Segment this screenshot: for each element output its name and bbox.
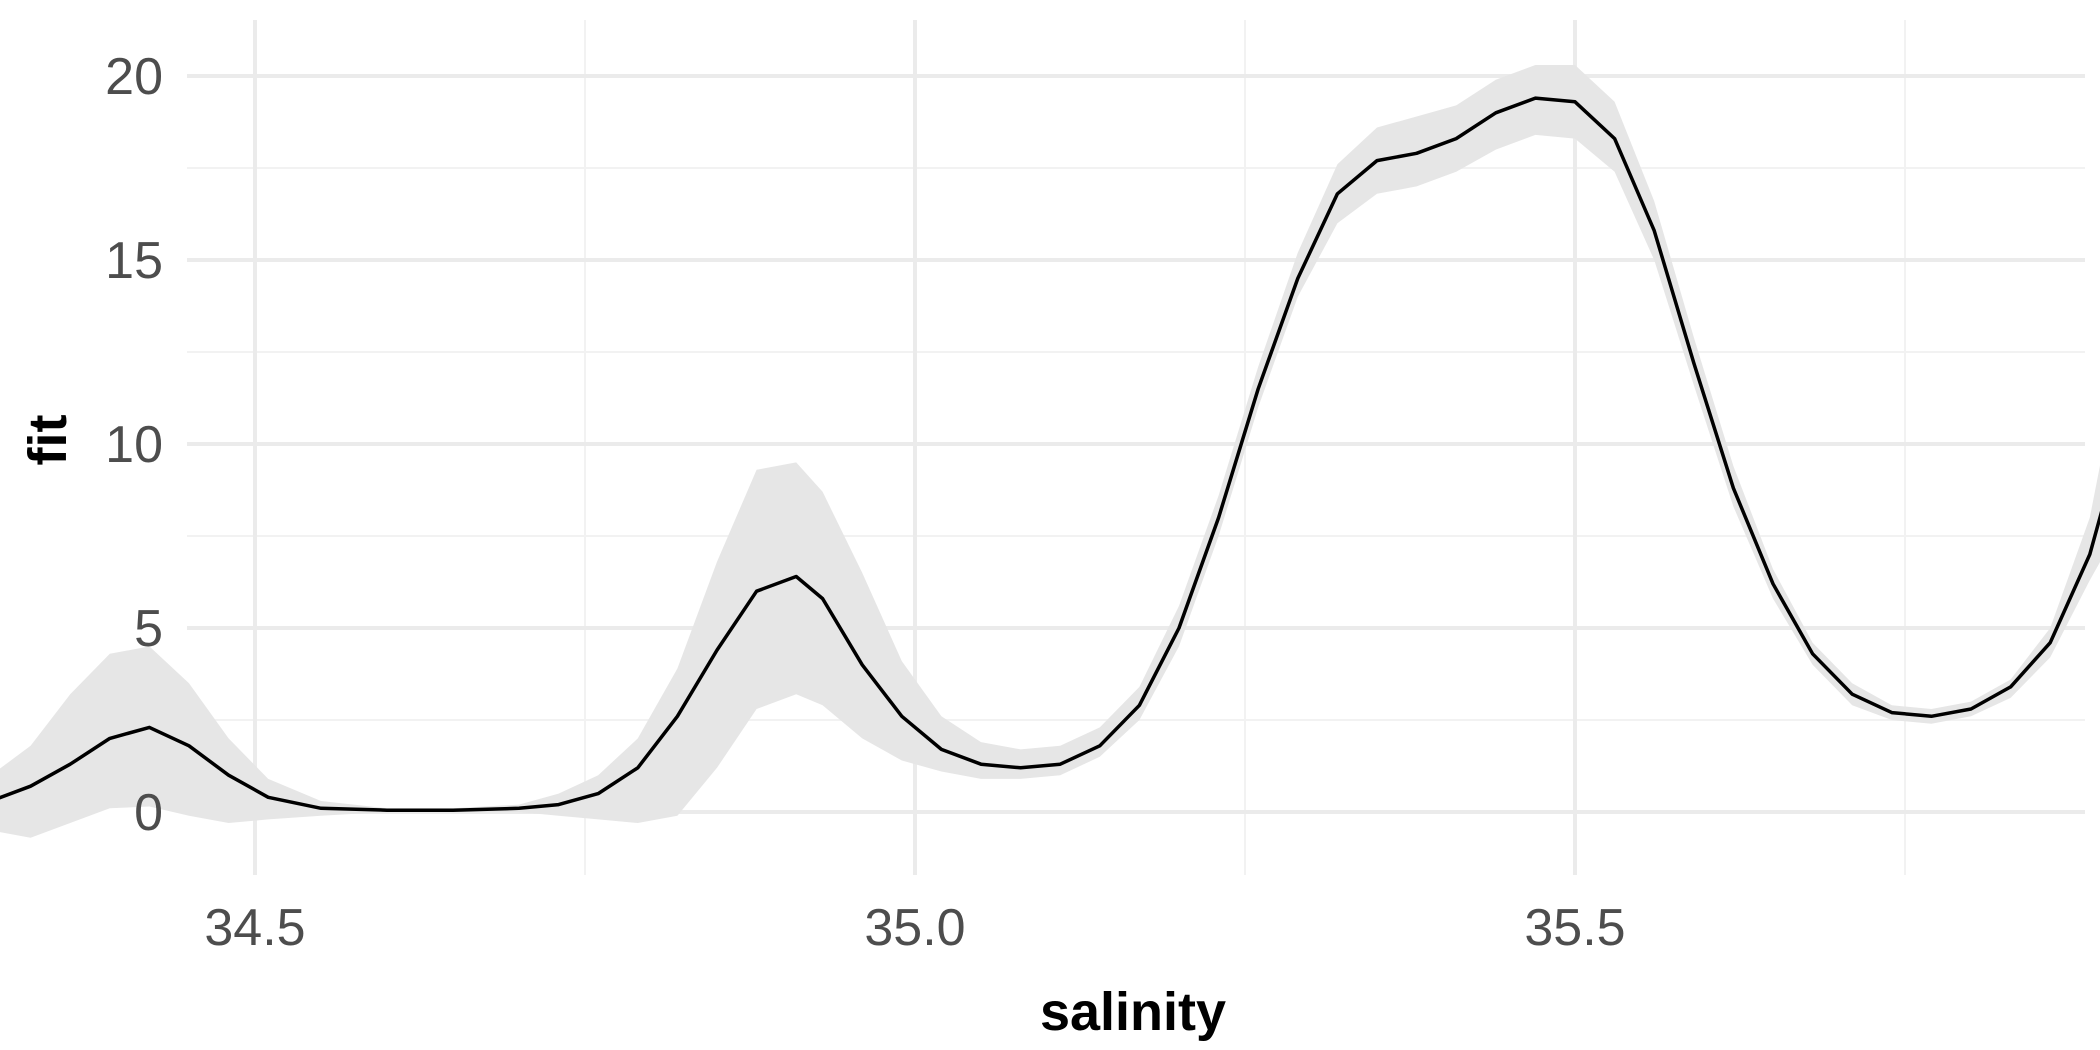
y-tick-label: 0 [134, 784, 163, 842]
confidence-ribbon-layer [0, 65, 2100, 838]
grid [187, 20, 2085, 875]
y-tick-label: 5 [134, 600, 163, 658]
x-axis-title: salinity [1040, 982, 1226, 1042]
confidence-ribbon [0, 65, 2100, 838]
fit-line-layer [0, 96, 2100, 812]
fit-line [0, 96, 2100, 812]
y-tick-label: 10 [105, 416, 163, 474]
x-tick-label: 34.5 [204, 899, 305, 957]
y-axis-title: fit [18, 414, 78, 465]
x-tick-label: 35.5 [1524, 899, 1625, 957]
x-tick-labels: 34.5 35.0 35.5 [204, 899, 1625, 957]
y-tick-label: 15 [105, 232, 163, 290]
y-tick-labels: 0 5 10 15 20 [105, 48, 163, 842]
y-tick-label: 20 [105, 48, 163, 106]
x-tick-label: 35.0 [864, 899, 965, 957]
